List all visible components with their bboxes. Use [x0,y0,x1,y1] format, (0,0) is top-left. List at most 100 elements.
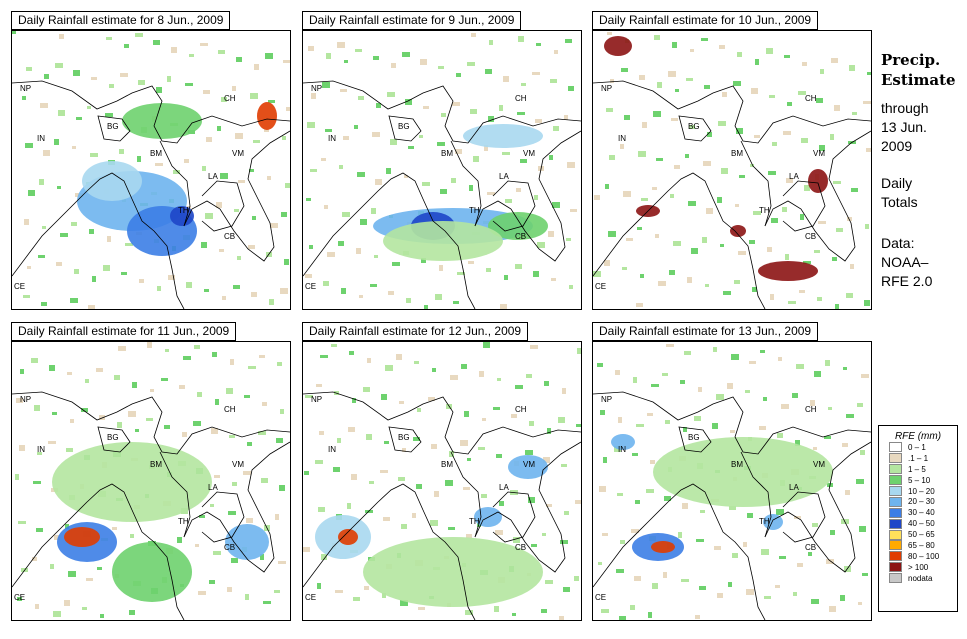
rain-cell [531,544,537,547]
rain-cell [504,275,508,280]
rain-cell [749,361,756,364]
rain-cell [435,294,442,300]
rain-cell [766,48,773,54]
rain-cell [864,300,870,306]
rain-cell [640,274,644,278]
rain-cell [532,72,540,75]
rain-cell [562,388,566,394]
rain-cell [358,96,364,100]
rain-cell [412,513,416,518]
country-border [740,140,826,232]
rain-cell [706,208,713,214]
rain-cell [323,281,329,286]
rain-cell [31,358,38,363]
rain-cell [529,421,534,426]
rain-cell [33,481,41,484]
panel-title-3: Daily Rainfall estimate for 10 Jun., 200… [592,11,819,30]
rain-cell [576,424,581,427]
rain-cell [668,71,676,77]
rain-area [122,103,202,139]
rain-cell [22,96,26,100]
rain-area [488,212,548,240]
rain-cell [750,164,754,167]
rain-cell [499,501,504,506]
rain-cell [99,415,105,420]
rain-cell [771,218,778,223]
rain-cell [183,356,191,360]
rain-cell [404,175,408,178]
rain-cell [351,474,357,480]
rain-cell [324,205,328,209]
rain-cell [103,265,110,271]
rain-cell [430,520,438,526]
country-border [678,115,712,142]
rain-cell [849,65,855,71]
rainfall-map: NP CH IN BG BM VM LA TH CB CE [593,32,871,309]
rain-cell [434,491,439,497]
rain-cell [319,431,324,435]
rain-cell [383,517,390,521]
rain-cell [608,231,616,237]
rain-cell [550,79,557,83]
rain-cell [274,590,280,593]
rain-cell [82,607,87,610]
rain-cell [54,139,59,145]
rain-cell [210,504,214,507]
rain-cell [441,113,446,117]
country-border [450,140,536,232]
rain-cell [759,426,766,430]
rain-cell [420,59,427,65]
country-label: CE [595,282,606,291]
rain-cell [262,402,267,406]
rain-cell [382,593,386,598]
rain-cell [620,540,625,544]
rain-cell [460,440,468,446]
rain-cell [503,76,509,82]
panel-title-1: Daily Rainfall estimate for 8 Jun., 2009 [11,11,231,30]
country-border [303,80,581,144]
rain-cell [238,180,245,183]
legend-item: 10 – 20 [889,486,957,497]
rain-cell [593,271,601,277]
rain-cell [818,221,826,224]
rain-cell [308,46,314,51]
rain-cell [254,64,259,70]
rain-cell [285,183,290,188]
rain-cell [619,616,626,620]
rain-cell [50,564,54,569]
legend-title: RFE (mm) [894,431,942,442]
rain-cell [610,79,614,83]
rain-cell [267,176,271,180]
rain-cell [307,122,315,128]
rain-cell [801,138,808,143]
rain-cell [226,388,233,394]
rain-cell [251,292,257,297]
country-label: NP [20,395,31,404]
rain-cell [374,255,378,258]
legend-label: 5 – 10 [908,475,931,485]
legend-swatch [889,551,902,562]
legend-swatch [889,453,902,464]
rain-cell [622,267,627,270]
rain-area [808,169,828,193]
rain-area [508,455,548,479]
rain-cell [369,481,374,484]
sidebar-data-line1: Data: [881,235,915,251]
rain-cell [303,547,310,552]
rain-cell [73,70,80,76]
rain-cell [707,132,712,137]
rain-cell [494,606,499,612]
country-label: CE [14,282,25,291]
legend-item: 0 – 1 [889,442,957,453]
rain-cell [464,411,469,417]
rain-cell [128,411,136,417]
rain-cell [43,150,50,156]
rain-cell [419,135,423,138]
rain-cell [146,418,153,421]
rain-cell [205,213,213,219]
rain-cell [216,202,222,208]
rain-area [383,221,503,261]
rain-cell [234,209,239,212]
rain-cell [533,271,539,277]
country-label: CB [805,543,816,552]
